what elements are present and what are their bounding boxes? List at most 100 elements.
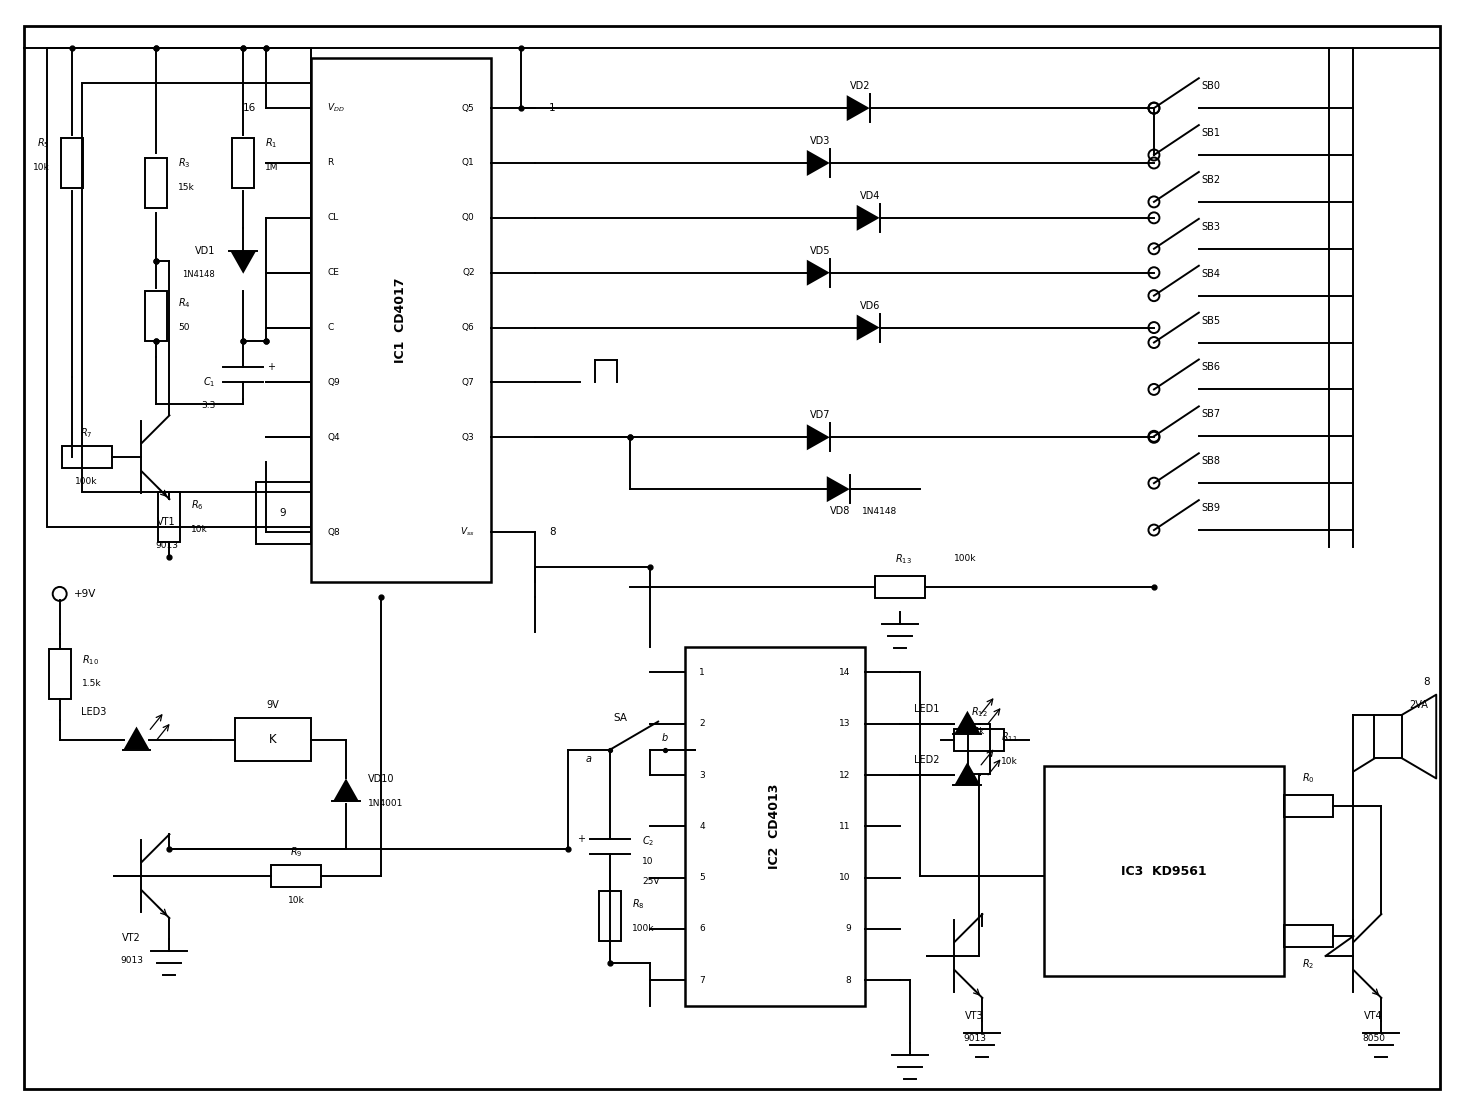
Polygon shape [827, 476, 849, 503]
Text: 9: 9 [280, 508, 286, 518]
Text: $R_{13}$: $R_{13}$ [895, 552, 911, 566]
Text: SB5: SB5 [1201, 316, 1221, 326]
Text: 8: 8 [549, 527, 556, 537]
Text: CL: CL [327, 214, 339, 222]
Text: CE: CE [327, 268, 339, 277]
Text: Q4: Q4 [327, 433, 340, 441]
Text: 1M: 1M [266, 163, 279, 172]
Polygon shape [955, 711, 980, 734]
Bar [311, 58, 490, 582]
Text: 1.5k: 1.5k [82, 679, 101, 688]
Text: Q3: Q3 [462, 433, 475, 441]
Text: 9V: 9V [267, 699, 280, 709]
Text: 10: 10 [839, 873, 851, 882]
Text: 1N4148: 1N4148 [863, 507, 898, 516]
Bar [600, 891, 622, 941]
Text: a: a [585, 754, 591, 764]
Text: $V_{DD}$: $V_{DD}$ [327, 102, 345, 115]
Text: VT3: VT3 [965, 1011, 984, 1021]
Text: SB6: SB6 [1201, 363, 1221, 373]
Bar [48, 648, 70, 698]
Text: 1N4148: 1N4148 [182, 270, 216, 279]
Text: 50: 50 [179, 324, 189, 332]
Text: +: + [578, 834, 585, 844]
Text: 14: 14 [839, 668, 851, 677]
Bar [685, 647, 864, 1006]
Text: LED1: LED1 [914, 704, 939, 714]
Text: $R_{10}$: $R_{10}$ [82, 653, 98, 666]
Text: +: + [267, 363, 276, 373]
Text: $R_{11}$: $R_{11}$ [1002, 731, 1018, 744]
Text: 2: 2 [700, 719, 704, 728]
Text: VD1: VD1 [195, 246, 216, 256]
Bar [145, 158, 167, 208]
Text: $R_0$: $R_0$ [1303, 772, 1314, 785]
Text: 1: 1 [549, 103, 556, 113]
Text: $R_9$: $R_9$ [290, 845, 302, 860]
Text: IC1  CD4017: IC1 CD4017 [395, 277, 408, 363]
Text: 10: 10 [643, 856, 654, 866]
Text: 100k: 100k [632, 924, 654, 933]
Text: $R_4$: $R_4$ [179, 296, 191, 309]
Text: $R_6$: $R_6$ [191, 498, 204, 512]
Text: 9013: 9013 [962, 1034, 986, 1043]
Text: $R_2$: $R_2$ [1303, 957, 1314, 971]
Bar [232, 138, 254, 188]
Polygon shape [807, 425, 830, 450]
Text: VD10: VD10 [368, 774, 395, 784]
Text: SA: SA [613, 713, 628, 723]
Text: 100k: 100k [955, 555, 977, 564]
Text: SB0: SB0 [1201, 81, 1221, 91]
Text: +9V: +9V [73, 589, 95, 599]
Bar [82, 83, 311, 493]
Text: SB7: SB7 [1201, 409, 1221, 419]
Text: VD6: VD6 [860, 300, 880, 310]
Text: 100k: 100k [75, 477, 98, 486]
Text: VD5: VD5 [810, 246, 830, 256]
Polygon shape [230, 251, 257, 274]
Text: 8: 8 [845, 975, 851, 985]
Text: 1N4001: 1N4001 [368, 798, 403, 808]
Bar [1284, 795, 1334, 817]
Text: VD7: VD7 [810, 410, 830, 420]
Text: $R_3$: $R_3$ [179, 156, 191, 170]
Text: R: R [327, 159, 333, 168]
Bar [271, 865, 321, 887]
Polygon shape [123, 726, 150, 749]
Text: $R_5$: $R_5$ [37, 136, 50, 150]
Polygon shape [955, 762, 980, 785]
Text: K: K [270, 733, 277, 746]
Text: IC3  KD9561: IC3 KD9561 [1121, 865, 1207, 877]
Polygon shape [807, 150, 830, 176]
Text: 9: 9 [845, 924, 851, 933]
Text: VD3: VD3 [810, 136, 830, 146]
Bar [1045, 766, 1284, 976]
Text: VD2: VD2 [849, 81, 870, 91]
Text: 10k: 10k [288, 895, 305, 905]
Bar [955, 728, 1005, 751]
Polygon shape [846, 96, 870, 121]
Text: Q1: Q1 [462, 159, 475, 168]
Text: 9013: 9013 [156, 540, 178, 549]
Text: 15k: 15k [179, 183, 195, 192]
Text: b: b [662, 733, 669, 743]
Text: 7: 7 [700, 975, 704, 985]
Bar [874, 576, 924, 598]
Text: LED2: LED2 [914, 755, 939, 765]
Text: $R_8$: $R_8$ [632, 897, 645, 911]
Text: 16: 16 [242, 103, 255, 113]
Text: Q2: Q2 [462, 268, 475, 277]
Bar [158, 493, 180, 542]
Text: 8: 8 [1423, 677, 1429, 687]
Bar [60, 138, 82, 188]
Polygon shape [807, 260, 830, 286]
Text: VT2: VT2 [122, 933, 141, 943]
Polygon shape [857, 315, 880, 340]
Text: 2VA: 2VA [1408, 699, 1427, 709]
Text: $R_1$: $R_1$ [266, 136, 277, 150]
Text: 8050: 8050 [1361, 1034, 1385, 1043]
Text: Q7: Q7 [462, 378, 475, 387]
Text: 13: 13 [839, 719, 851, 728]
Text: 3.3: 3.3 [201, 401, 216, 410]
Bar [235, 717, 311, 762]
